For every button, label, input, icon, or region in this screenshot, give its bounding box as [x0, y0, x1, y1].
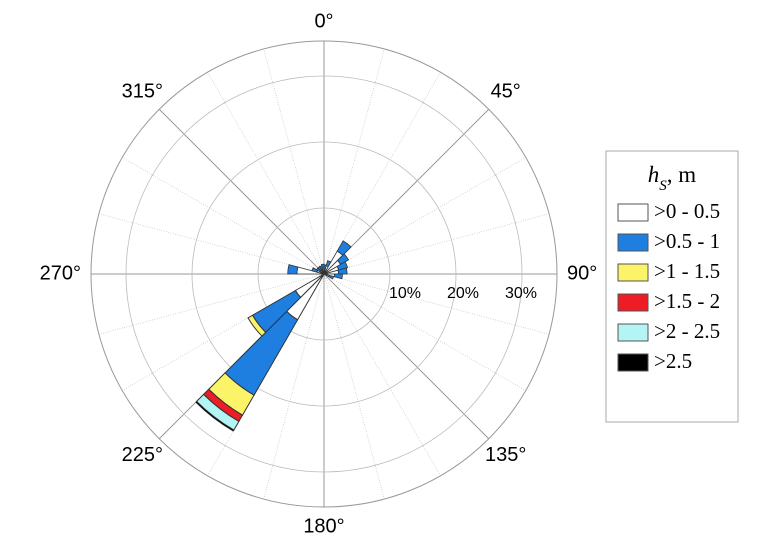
svg-text:>0.5 - 1: >0.5 - 1: [654, 229, 720, 253]
svg-text:135°: 135°: [485, 444, 526, 466]
svg-text:315°: 315°: [122, 81, 163, 103]
svg-text:>2.5: >2.5: [654, 349, 692, 373]
svg-text:>2 - 2.5: >2 - 2.5: [654, 319, 720, 343]
svg-text:225°: 225°: [122, 444, 163, 466]
svg-text:180°: 180°: [303, 516, 344, 538]
svg-text:10%: 10%: [389, 285, 421, 302]
svg-text:0°: 0°: [314, 10, 333, 32]
svg-text:>0 - 0.5: >0 - 0.5: [654, 199, 720, 223]
svg-text:20%: 20%: [447, 285, 479, 302]
svg-text:>1.5 - 2: >1.5 - 2: [654, 289, 720, 313]
svg-text:45°: 45°: [491, 81, 521, 103]
svg-text:90°: 90°: [567, 262, 597, 284]
svg-text:270°: 270°: [40, 262, 81, 284]
svg-text:>1 - 1.5: >1 - 1.5: [654, 259, 720, 283]
svg-text:30%: 30%: [505, 285, 537, 302]
